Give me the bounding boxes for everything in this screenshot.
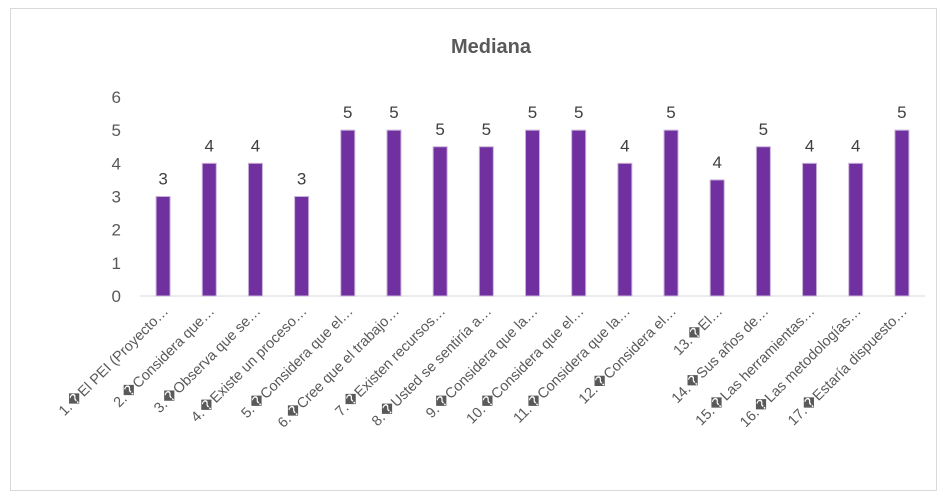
y-tick-label: 5 <box>112 121 121 140</box>
x-axis-labels: 1.�El PEI (Proyecto…2.�Considera que…3.�… <box>55 302 911 431</box>
data-label: 5 <box>528 103 537 122</box>
data-label: 4 <box>851 136 860 155</box>
y-axis: 0 1 2 3 4 5 6 <box>112 88 121 306</box>
bar <box>386 129 402 297</box>
y-tick-label: 0 <box>112 287 121 306</box>
bar <box>755 146 771 297</box>
data-label: 4 <box>205 136 214 155</box>
bar <box>247 162 263 297</box>
bar <box>663 129 679 297</box>
y-tick-label: 1 <box>112 254 121 273</box>
bar <box>617 162 633 297</box>
y-tick-label: 2 <box>112 221 121 240</box>
data-label: 3 <box>158 170 167 189</box>
bar <box>201 162 217 297</box>
data-label: 5 <box>343 103 352 122</box>
bar <box>709 179 725 297</box>
bar <box>340 129 356 297</box>
bar <box>894 129 910 297</box>
bar <box>525 129 540 297</box>
bar <box>848 162 864 297</box>
data-label: 5 <box>897 103 906 122</box>
data-label: 4 <box>805 136 814 155</box>
chart-title: Mediana <box>451 36 532 58</box>
bar <box>155 196 171 297</box>
bar <box>571 129 587 297</box>
data-label: 5 <box>666 103 675 122</box>
y-tick-label: 6 <box>112 88 121 107</box>
data-label: 4 <box>712 153 721 172</box>
bar <box>478 146 494 297</box>
data-label: 5 <box>389 103 398 122</box>
bar <box>432 146 448 297</box>
y-tick-label: 3 <box>112 188 121 207</box>
data-labels-group: 3 4 4 3 5 5 5 5 5 5 4 5 4 5 4 4 5 <box>158 103 906 188</box>
y-tick-label: 4 <box>112 154 121 173</box>
bar <box>802 162 818 297</box>
data-label: 4 <box>251 136 260 155</box>
data-label: 5 <box>435 120 444 139</box>
bars-group <box>155 129 910 297</box>
data-label: 5 <box>759 120 768 139</box>
bar <box>294 196 310 297</box>
data-label: 3 <box>297 170 306 189</box>
data-label: 5 <box>482 120 491 139</box>
data-label: 5 <box>574 103 583 122</box>
data-label: 4 <box>620 136 629 155</box>
